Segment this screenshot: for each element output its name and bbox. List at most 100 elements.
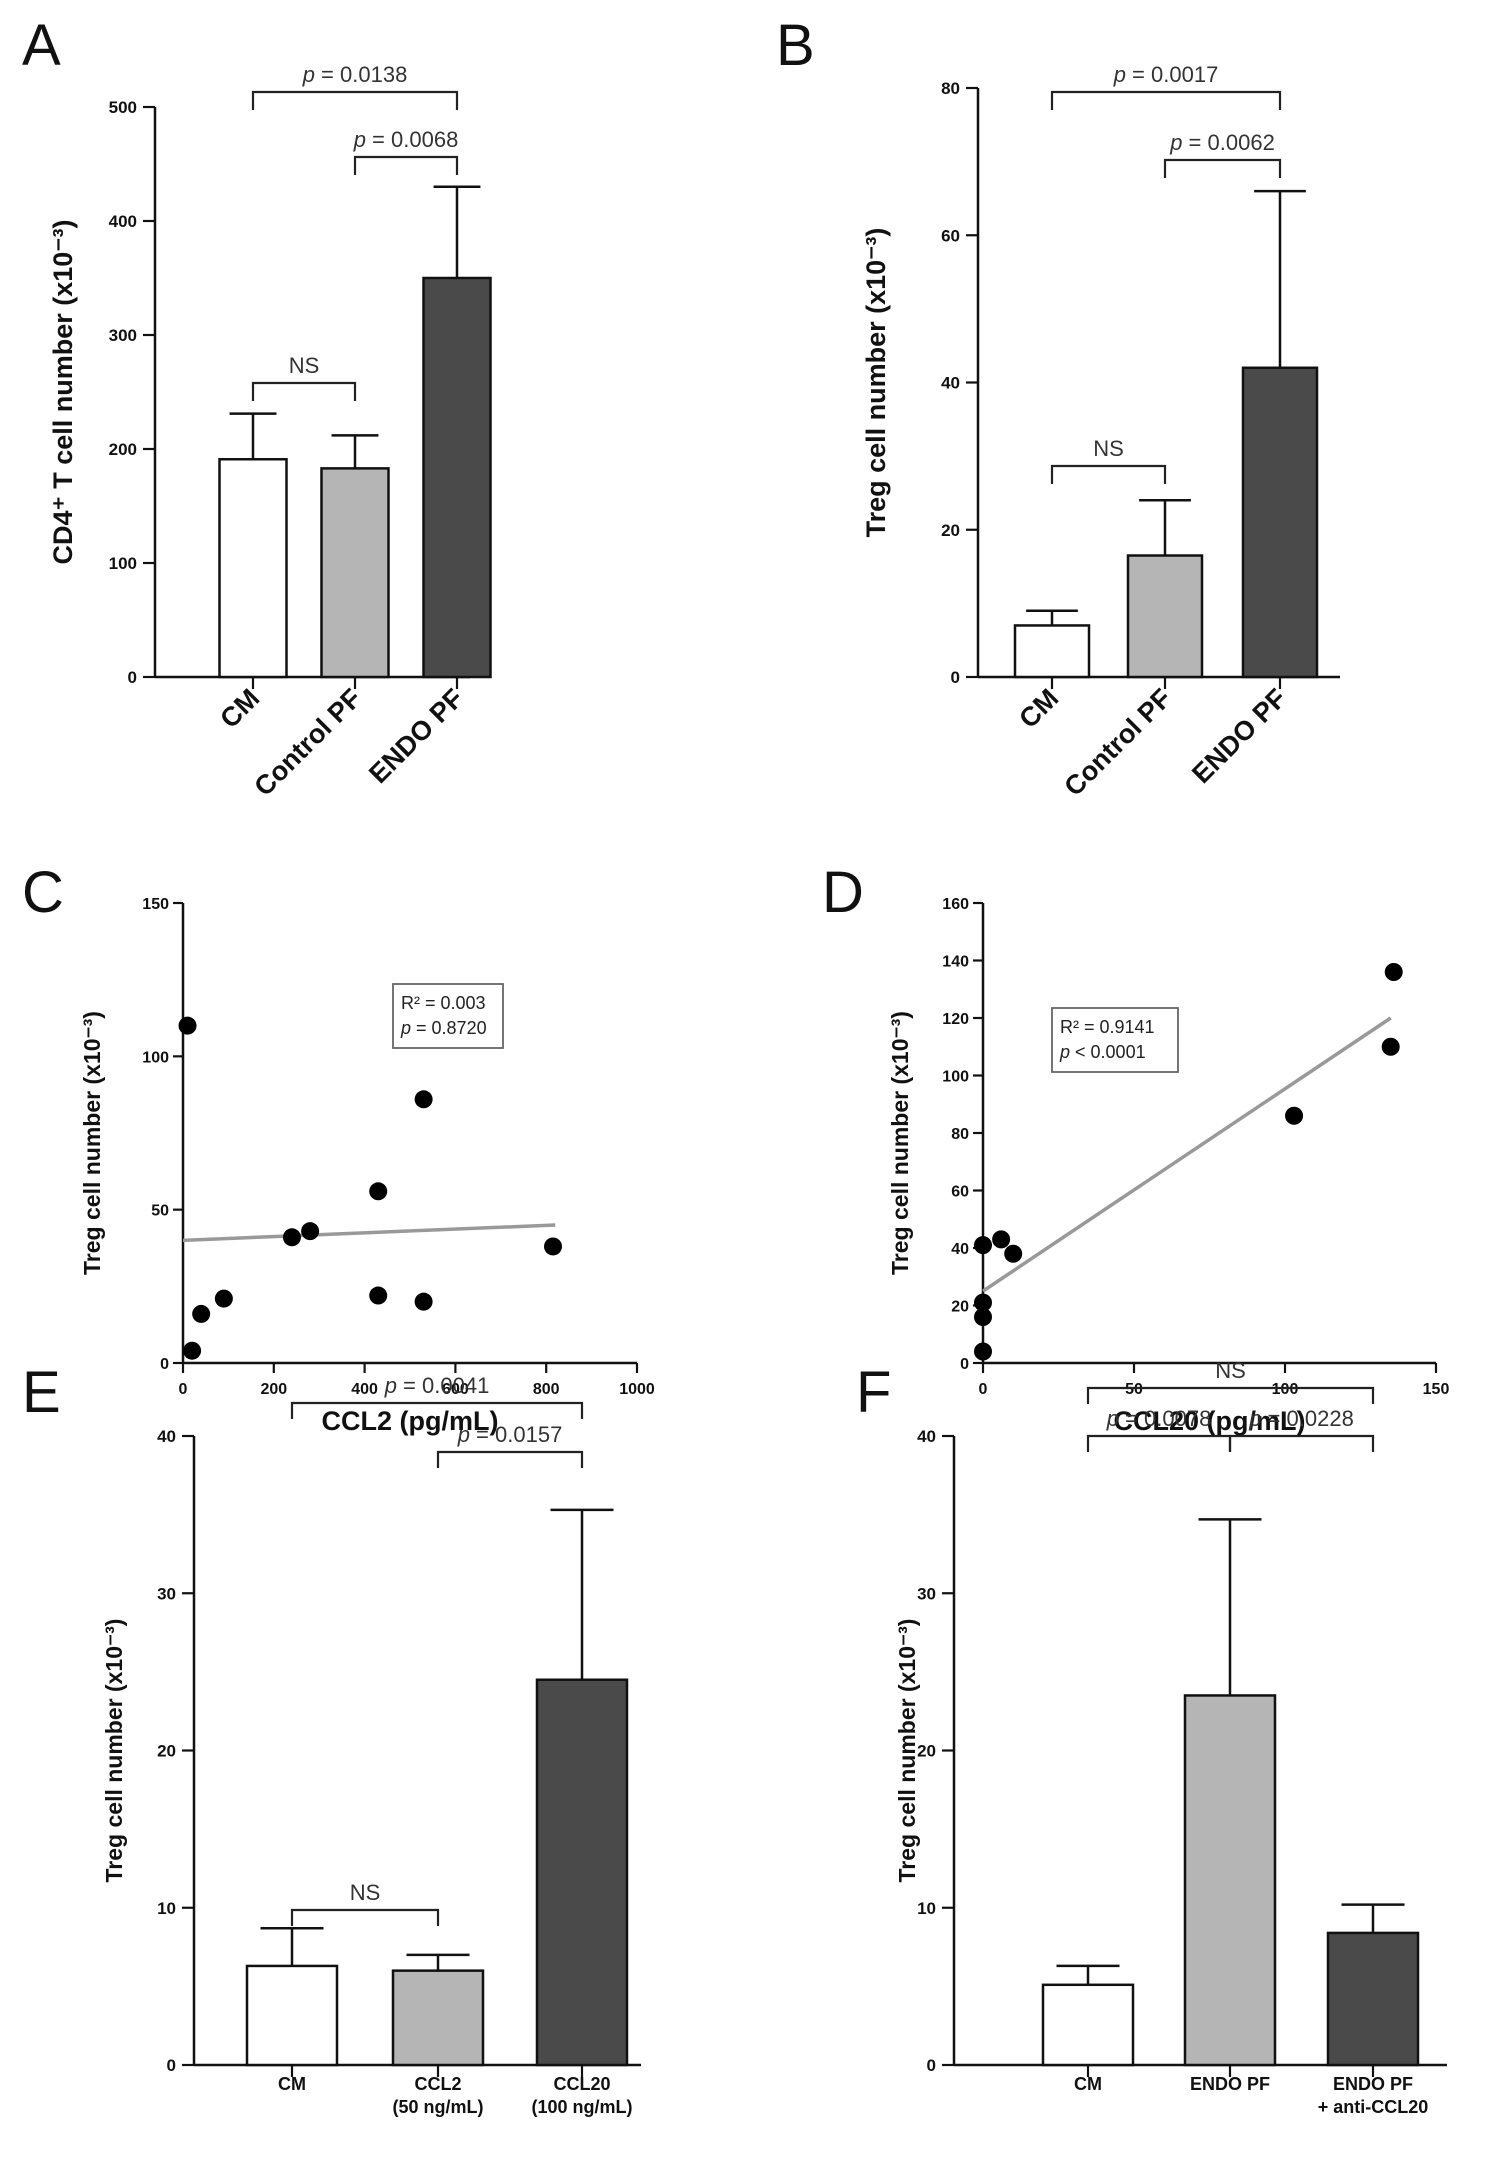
y-tick-label: 80 [951,1126,969,1143]
y-tick-label: 160 [942,896,969,913]
y-axis-label: Treg cell number (x10⁻³) [861,228,891,538]
significance-label: p = 0.0068 [353,127,459,152]
y-tick-label: 30 [157,1584,176,1603]
y-tick-label: 100 [142,1049,169,1066]
category-label: CM [214,683,265,734]
data-point [974,1342,992,1361]
panel-a: A 0 100 200 300 400 500 CD4⁺ T cell number (x10… [22,13,492,802]
y-tick-label: 40 [951,1241,969,1258]
stat-box [1051,1007,1179,1073]
category-label: (100 ng/mL) [531,2097,632,2117]
regression-line [182,1223,556,1243]
category-label: CM [1013,683,1064,734]
bar [391,1969,485,2067]
category-label: ENDO PF [1186,683,1292,789]
panel-letter: B [776,13,815,78]
y-tick-label: 0 [960,1356,969,1373]
data-point [974,1308,992,1326]
category-label: CM [1074,2074,1102,2094]
y-tick-label: 10 [157,1899,176,1918]
data-point [369,1286,388,1305]
y-tick-label: 0 [951,668,960,687]
bar [218,458,288,679]
y-tick-label: 0 [128,668,137,687]
x-tick-label: 0 [979,1381,988,1398]
significance-label: NS [1215,1358,1246,1383]
significance-bracket [1163,158,1282,178]
bar [1126,554,1204,679]
significance-bracket [353,155,459,175]
significance-bracket [290,1908,440,1926]
category-label: ENDO PF [1190,2074,1270,2094]
y-tick-label: 30 [917,1584,936,1603]
significance-label: p = 0.0078 [1106,1406,1212,1431]
category-label: + anti-CCL20 [1318,2097,1429,2117]
data-point [544,1237,563,1256]
data-point [282,1228,301,1247]
y-axis-label: CD4⁺ T cell number (x10⁻³) [48,219,78,564]
significance-bracket [290,1401,584,1419]
y-tick-label: 400 [109,212,137,231]
panel-e: E 0 10 20 30 40 Treg cell number (x10⁻³) CM CCL2… [22,1360,641,2117]
y-tick-label: 60 [951,1184,969,1201]
y-axis-label: Treg cell number (x10⁻³) [894,1619,920,1883]
x-tick-label: 600 [442,1381,469,1398]
y-tick-label: 40 [157,1427,176,1446]
data-point [192,1304,211,1323]
x-tick-label: 0 [179,1381,188,1398]
y-tick-label: 60 [941,226,960,245]
bar [1326,1931,1420,2067]
y-tick-label: 40 [917,1427,936,1446]
data-point [214,1289,233,1308]
x-axis-label: CCL2 (pg/mL) [322,1406,499,1436]
panel-letter: F [856,1360,891,1425]
panel-d: D 0 20 40 60 80 100 120 140 160 0 50 100 150 Treg cell… [822,860,1449,1436]
data-point [414,1090,433,1109]
significance-label: p = 0.0062 [1169,130,1275,155]
significance-bracket [1228,1434,1375,1452]
panel-c: C 0 50 100 150 0 200 400 600 800 1000 Treg cell num… [22,860,655,1436]
data-point [178,1016,197,1035]
y-tick-label: 20 [941,521,960,540]
y-tick-label: 20 [917,1742,936,1761]
category-label: CCL2 [414,2074,461,2094]
data-point [974,1236,992,1255]
y-tick-label: 140 [942,954,969,971]
stat-text: p < 0.0001 [1059,1042,1146,1062]
significance-bracket [251,381,357,401]
bar [245,1964,339,2067]
y-tick-label: 200 [109,440,137,459]
y-axis-label: Treg cell number (x10⁻³) [101,1619,127,1883]
data-point [1384,963,1403,981]
bar [422,276,492,679]
y-tick-label: 40 [941,374,960,393]
y-tick-label: 150 [142,896,169,913]
y-tick-label: 500 [109,98,137,117]
significance-label: p = 0.0017 [1113,62,1219,87]
significance-label: NS [1093,436,1124,461]
panel-letter: A [22,13,61,78]
stat-text: R² = 0.003 [401,993,486,1013]
panel-letter: C [22,860,64,925]
significance-label: p = 0.0138 [302,62,408,87]
y-tick-label: 0 [160,1356,169,1373]
x-tick-label: 200 [260,1381,287,1398]
category-label: CM [278,2074,306,2094]
y-tick-label: 0 [167,2056,176,2075]
significance-bracket [1050,90,1282,110]
bar [1013,624,1091,679]
y-tick-label: 20 [951,1299,969,1316]
panel-letter: D [822,860,864,925]
stat-text: p = 0.8720 [400,1018,487,1038]
significance-bracket [1086,1386,1375,1404]
x-tick-label: 800 [533,1381,560,1398]
category-label: ENDO PF [1333,2074,1413,2094]
y-axis-label: Treg cell number (x10⁻³) [887,1011,913,1275]
panel-letter: E [22,1360,61,1425]
bar [320,467,390,679]
bar [535,1678,629,2067]
x-tick-label: 100 [1272,1381,1299,1398]
y-tick-label: 50 [151,1203,169,1220]
data-point [1285,1106,1304,1125]
significance-label: p = 0.0157 [457,1422,563,1447]
